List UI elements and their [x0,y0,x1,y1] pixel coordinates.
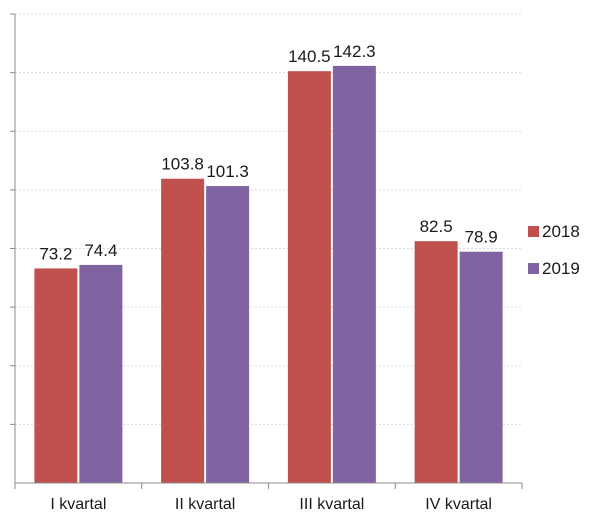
data-label: 140.5 [288,47,331,66]
bar-2018-1 [34,268,78,483]
data-label: 82.5 [420,217,453,236]
legend-swatch-2019 [528,263,539,274]
bar-2019-2 [206,186,250,483]
data-label: 74.4 [84,241,117,260]
data-label: 142.3 [333,42,376,61]
category-labels: I kvartal II kvartal III kvartal IV kvartal [50,496,492,512]
category-label: III kvartal [299,496,364,512]
category-label: I kvartal [50,496,106,512]
data-labels: 73.2 74.4 103.8 101.3 140.5 142.3 82.5 78.9 [39,42,497,264]
bar-2018-3 [287,71,331,484]
bar-2019-3 [332,65,376,484]
data-label: 73.2 [39,244,72,263]
data-label: 101.3 [206,162,249,181]
legend-label: 2019 [542,259,580,278]
bar-2019-4 [459,251,503,483]
legend-swatch-2018 [528,226,539,237]
bars [34,65,503,484]
data-label: 103.8 [161,155,204,174]
axes [10,13,523,489]
category-label: IV kvartal [425,496,492,512]
bar-2018-2 [161,178,205,483]
category-label: II kvartal [175,496,235,512]
data-label: 78.9 [465,228,498,247]
legend: 2018 2019 [528,222,580,278]
legend-label: 2018 [542,222,580,241]
bar-2019-1 [79,264,123,483]
bar-2018-4 [414,241,458,483]
